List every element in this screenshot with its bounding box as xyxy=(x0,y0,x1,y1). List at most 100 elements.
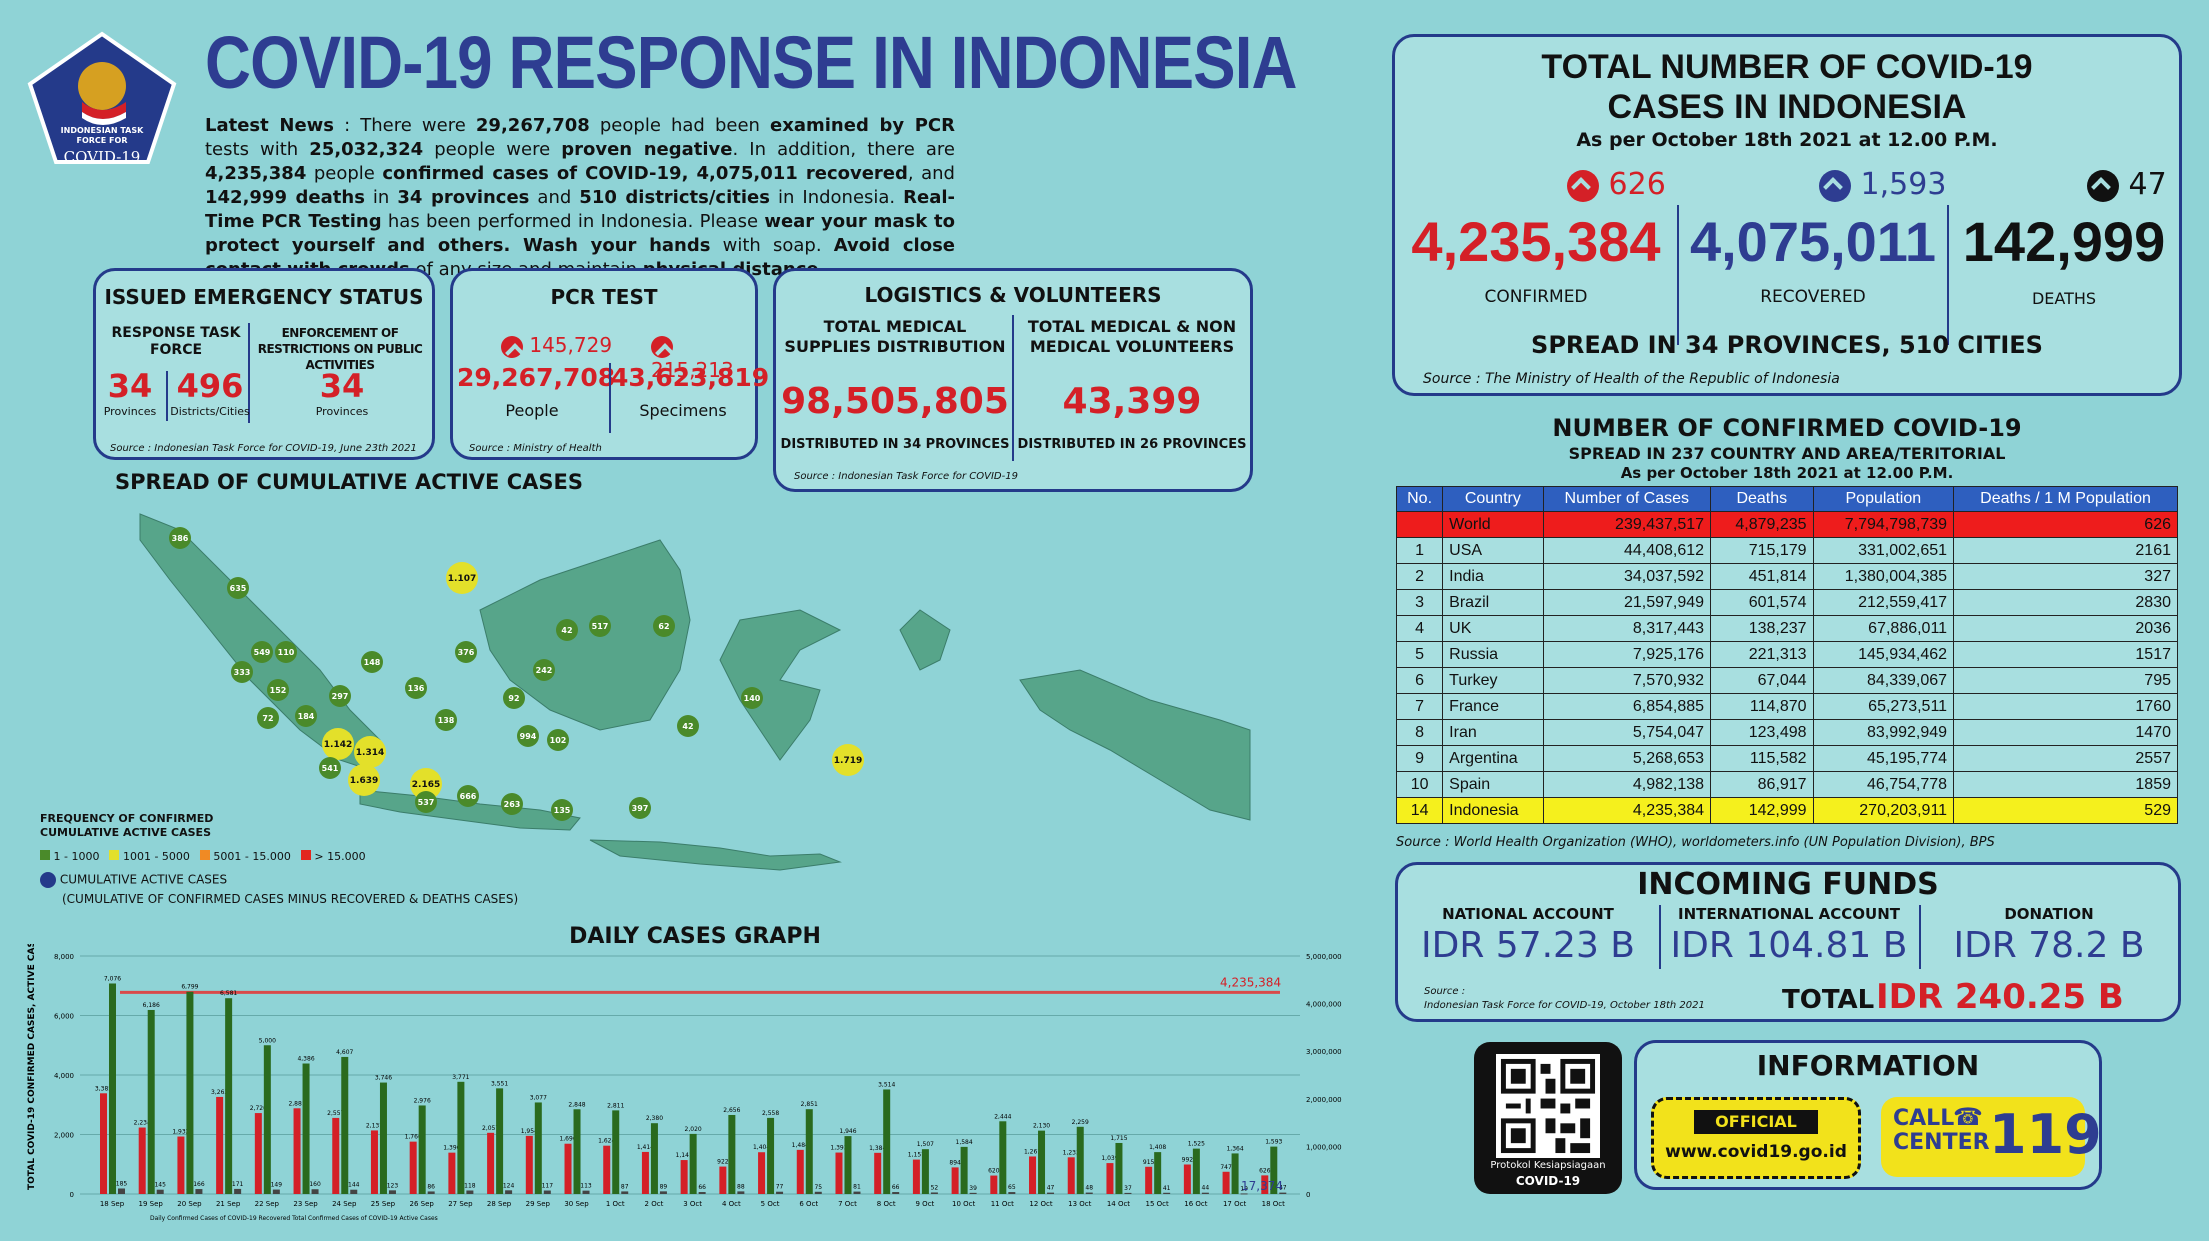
increase-icon xyxy=(651,335,673,358)
pcr-test-panel: PCR TEST 145,729 215,213 29,267,708 43,6… xyxy=(450,268,769,460)
map-marker-label: 110 xyxy=(278,648,295,657)
table-cell: 715,179 xyxy=(1710,537,1814,564)
recovered-value: 4,075,011 xyxy=(1689,210,1937,273)
map-marker xyxy=(677,715,699,737)
bar-label: 2,130 xyxy=(1033,1123,1050,1130)
bar xyxy=(641,1151,649,1194)
donation-value: IDR 78.2 B xyxy=(1953,925,2145,966)
map-marker xyxy=(589,615,611,637)
bar xyxy=(525,1135,533,1194)
table-cell: 6 xyxy=(1395,667,1444,694)
table-row: 9 Argentina 5,268,653 115,582 45,195,774 2557 xyxy=(1395,745,2178,772)
map-marker xyxy=(556,619,578,641)
totals-date: As per October 18th 2021 at 12.00 P.M. xyxy=(1576,129,1998,151)
table-row: 7 France 6,854,885 114,870 65,273,511 1760 xyxy=(1395,693,2178,720)
bar xyxy=(418,1105,426,1194)
bar-label: 1,039 xyxy=(1101,1155,1118,1162)
bar-label: 2,851 xyxy=(801,1101,818,1108)
active-cases-note: (CUMULATIVE OF CONFIRMED CASES MINUS REC… xyxy=(62,892,519,906)
bar-label: 124 xyxy=(503,1182,515,1189)
emergency-title: ISSUED EMERGENCY STATUS xyxy=(104,285,424,309)
bar xyxy=(930,1192,938,1194)
bar xyxy=(698,1192,706,1194)
official-site-label: OFFICIAL SITE xyxy=(1694,1110,1818,1155)
phone-icon: ☎ xyxy=(1953,1103,1983,1131)
bar-label: 992 xyxy=(1182,1156,1194,1163)
table-cell: 8,317,443 xyxy=(1542,615,1712,642)
map-marker xyxy=(653,615,675,637)
bar xyxy=(109,983,116,1194)
x-tick-label: 21 Sep xyxy=(216,1200,241,1208)
table-cell: 327 xyxy=(1953,563,2178,590)
table-cell: 9 xyxy=(1395,745,1444,772)
bar-label: 66 xyxy=(698,1184,706,1191)
kalimantan-island xyxy=(479,539,691,731)
map-marker-label: 263 xyxy=(504,800,521,809)
table-cell: 4,982,138 xyxy=(1542,771,1712,798)
table-cell: 8 xyxy=(1395,719,1444,746)
provinces-count: 34 xyxy=(107,367,153,405)
bar xyxy=(1085,1192,1093,1194)
bar xyxy=(341,1056,349,1194)
call-center-button[interactable]: CALL CENTER ☎ 119 xyxy=(1881,1097,2102,1177)
logo-line1: INDONESIAN TASK xyxy=(60,126,144,135)
bar xyxy=(534,1102,542,1194)
bar-label: 144 xyxy=(348,1182,360,1189)
x-tick-label: 18 Oct xyxy=(1262,1200,1285,1208)
emergency-source: Source : Indonesian Task Force for COVID… xyxy=(110,443,417,454)
bar-label: 4,607 xyxy=(336,1049,353,1056)
table-cell: 239,437,517 xyxy=(1542,511,1712,538)
map-marker xyxy=(533,659,555,681)
bar xyxy=(960,1146,968,1194)
bar xyxy=(680,1160,688,1194)
table-cell: 65,273,511 xyxy=(1812,693,1955,720)
page-title: COVID-19 RESPONSE IN INDONESIA xyxy=(205,21,1298,104)
confirmed-increase: 626 xyxy=(1608,167,1666,202)
table-cell: 3 xyxy=(1395,589,1444,616)
bar-label: 1,946 xyxy=(839,1128,856,1135)
bar-label: 1,507 xyxy=(917,1141,934,1148)
official-site-button[interactable]: OFFICIAL SITE www.covid19.go.id xyxy=(1651,1097,1861,1179)
x-tick-label: 3 Oct xyxy=(683,1200,702,1208)
bar xyxy=(719,1166,727,1194)
bar xyxy=(293,1108,301,1194)
bar-label: 47 xyxy=(1047,1185,1055,1192)
table-cell: 145,934,462 xyxy=(1812,641,1955,668)
call-label2: CENTER xyxy=(1893,1130,1990,1155)
world-date: As per October 18th 2021 at 12.00 P.M. xyxy=(1620,464,1954,482)
table-header: No. Country Number of Cases Deaths Populatio… xyxy=(1395,486,2178,512)
world-cases-table: No. Country Number of Cases Deaths Populatio… xyxy=(1395,486,2178,824)
column-header: Deaths xyxy=(1710,486,1814,512)
bar xyxy=(1145,1166,1153,1194)
table-cell: 7,794,798,739 xyxy=(1812,511,1955,538)
table-cell xyxy=(1395,511,1444,538)
indonesia-map: 386 635 549 110 333 152 297 72 184 1.142 1.314 541 1… xyxy=(139,513,1251,871)
bar xyxy=(1115,1142,1123,1194)
bar-label: 6,581 xyxy=(220,990,237,997)
bar xyxy=(118,1188,125,1194)
table-cell: 4,235,384 xyxy=(1542,797,1712,824)
deaths-increase: 47 xyxy=(2128,167,2167,202)
x-tick-label: 27 Sep xyxy=(448,1200,473,1208)
bar xyxy=(332,1117,340,1194)
bar xyxy=(659,1191,667,1194)
bar-label: 4,386 xyxy=(297,1056,314,1063)
bar-label: 75 xyxy=(814,1184,822,1191)
map-marker-label: 72 xyxy=(262,714,273,723)
table-cell: 7 xyxy=(1395,693,1444,720)
bar-label: 3,551 xyxy=(491,1080,508,1087)
bar xyxy=(302,1063,310,1194)
legend-swatch xyxy=(109,850,120,860)
bar-label: 620 xyxy=(988,1168,1000,1175)
table-cell: 86,917 xyxy=(1710,771,1814,798)
bar-label: 1,593 xyxy=(1265,1139,1282,1146)
bar xyxy=(805,1109,813,1194)
bar-label: 166 xyxy=(193,1181,205,1188)
bar xyxy=(370,1130,378,1194)
confirmed-value: 4,235,384 xyxy=(1411,210,1661,273)
qr-card[interactable]: Protokol Kesiapsiagaan COVID-19 xyxy=(1474,1042,1622,1194)
increase-icon xyxy=(1567,169,1599,202)
bar-label: 37 xyxy=(1124,1185,1132,1192)
volunteers-note: DISTRIBUTED IN 26 PROVINCES xyxy=(1017,437,1247,452)
increase-icon xyxy=(1819,169,1851,202)
